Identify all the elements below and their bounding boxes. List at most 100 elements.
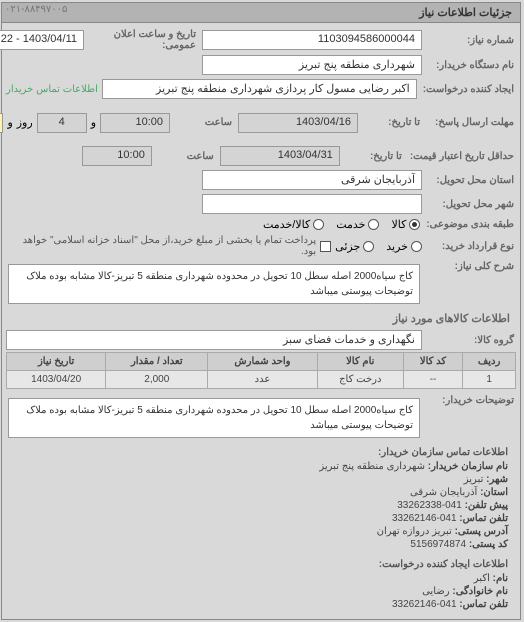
contact-row: نام خانوادگی: رضایی [15,585,509,598]
contact-value: تبریز دروازه تهران [378,526,456,537]
radio-direct-label: خرید [387,240,409,253]
contact-row: تلفن تماس: 041-33262146 [15,598,509,611]
province-label: استان محل تحویل: [427,175,517,186]
contact-row: شهر: تبریز [15,473,509,486]
contact-label: نام خانوادگی: [453,586,509,597]
main-panel: جزئیات اطلاعات نیاز شماره نیاز: 11030945… [2,2,522,620]
buyer-desc-box: کاج سیاه2000 اصله سطل 10 تحویل در محدوده… [9,398,421,438]
until-date-label-2: تا تاریخ: [345,151,405,162]
table-header: تاریخ نیاز [8,353,107,371]
category-label: طبقه بندی موضوعی: [425,219,517,230]
deadline-label: مهلت ارسال پاسخ: [427,117,517,128]
table-cell: -- [404,371,463,389]
table-header: کد کالا [404,353,463,371]
contact-row: آدرس پستی: تبریز دروازه تهران [15,525,509,538]
contact-org-title: اطلاعات تماس سازمان خریدار: [15,447,509,460]
table-cell: عدد [209,371,318,389]
time-label-1: ساعت [175,117,235,128]
deadline-date-field: 1403/04/16 [239,113,359,133]
org-label: نام دستگاه خریدار: [427,60,517,71]
time-label-2: ساعت [157,151,217,162]
need-number-label: شماره نیاز: [427,35,517,46]
category-radios: کالا خدمت کالا/خدمت [264,218,421,231]
contact-value: رضایی [423,586,453,597]
day-word: روز [18,116,34,129]
remain-field: 23:31:54 [0,113,4,133]
contact-label: آدرس پستی: [456,526,509,537]
contact-label: شهر: [487,474,509,485]
province-field: آذربایجان شرقی [203,170,423,190]
need-number-field: 1103094586000044 [203,30,423,50]
goods-group-field: نگهداری و خدمات فضای سبز [7,330,423,350]
days-field: 4 [38,113,88,133]
buyer-desc-label: توضیحات خریدار: [427,395,517,406]
creator-label: ایجاد کننده درخواست: [422,84,517,95]
top-phone: ۰۲۱-۸۸۴۹۷۰۰۵ [6,4,68,15]
contact-value: 5156974874 [411,539,469,550]
contact-label: تلفن تماس: [460,513,509,524]
contact-value: شهرداری منطقه پنج تبریز [320,461,428,472]
payment-checkbox[interactable] [321,241,332,252]
price-time-field: 10:00 [83,146,153,166]
goods-group-label: گروه کالا: [427,335,517,346]
contact-value: 041-33262338 [398,500,465,511]
and-label: و [92,116,97,129]
contact-label: کد پستی: [470,539,509,550]
table-cell: 2,000 [107,371,209,389]
contact-creator-title: اطلاعات ایجاد کننده درخواست: [15,559,509,572]
and-label-2: و [8,116,13,129]
contact-label: نام: [494,573,509,584]
panel-title: جزئیات اطلاعات نیاز [3,3,521,23]
contact-row: کد پستی: 5156974874 [15,538,509,551]
city-field [203,194,423,214]
goods-table: ردیفکد کالانام کالاواحد شمارشتعداد / مقد… [7,352,517,389]
radio-gs-label: کالا/خدمت [264,218,311,231]
radio-goods-label: کالا [392,218,407,231]
table-header: واحد شمارش [209,353,318,371]
contact-link[interactable]: اطلاعات تماس خریدار [7,84,99,95]
contact-creator-block: اطلاعات ایجاد کننده درخواست: نام: اکبرنا… [7,555,517,615]
table-header: نام کالا [318,353,404,371]
org-field: شهرداری منطقه پنج تبریز [203,55,423,75]
general-desc-box: کاج سیاه2000 اصله سطل 10 تحویل در محدوده… [9,264,421,304]
contact-row: تلفن تماس: 041-33262146 [15,512,509,525]
table-cell: درخت کاج [318,371,404,389]
city-label: شهر محل تحویل: [427,199,517,210]
table-cell: 1 [464,371,517,389]
contact-label: استان: [481,487,509,498]
contact-label: نام سازمان خریدار: [429,461,509,472]
radio-goods-service[interactable] [314,219,325,230]
contact-row: نام سازمان خریدار: شهرداری منطقه پنج تبر… [15,460,509,473]
until-date-label: تا تاریخ: [363,117,423,128]
announce-dt-label: تاریخ و ساعت اعلان عمومی: [89,29,199,51]
table-cell: 1403/04/20 [8,371,107,389]
panel-body: شماره نیاز: 1103094586000044 تاریخ و ساع… [3,23,521,619]
radio-direct[interactable] [412,241,423,252]
radio-tender[interactable] [364,241,375,252]
radio-service[interactable] [369,219,380,230]
radio-goods[interactable] [410,219,421,230]
root-container: { "top_phone": "۰۲۱-۸۸۴۹۷۰۰۵", "header_t… [0,2,524,620]
general-desc-label: شرح کلی نیاز: [427,261,517,272]
contact-label: تلفن تماس: [460,599,509,610]
contact-value: 041-33262146 [393,513,460,524]
contract-label: نوع قرارداد خرید: [427,241,517,252]
table-header: ردیف [464,353,517,371]
contract-radios: خرید جزئی [336,240,423,253]
contact-value: آذربایجان شرقی [411,487,481,498]
payment-note: پرداخت تمام یا بخشی از مبلغ خرید،از محل … [7,235,317,257]
price-valid-label: حداقل تاریخ اعتبار قیمت: [409,151,517,162]
announce-dt-field: 1403/04/11 - 10:22 [0,30,85,50]
creator-field: اکبر رضایی مسول کار پردازی شهرداری منطقه… [103,79,418,99]
contact-row: نام: اکبر [15,572,509,585]
deadline-time-field: 10:00 [101,113,171,133]
contact-row: پیش تلفن: 041-33262338 [15,499,509,512]
contact-label: پیش تلفن: [466,500,509,511]
contact-value: 041-33262146 [393,599,460,610]
radio-tender-label: جزئی [336,240,361,253]
goods-info-title: اطلاعات کالاهای مورد نیاز [7,309,517,328]
radio-service-label: خدمت [337,218,366,231]
contact-value: تبریز [465,474,487,485]
price-date-field: 1403/04/31 [221,146,341,166]
contact-row: استان: آذربایجان شرقی [15,486,509,499]
